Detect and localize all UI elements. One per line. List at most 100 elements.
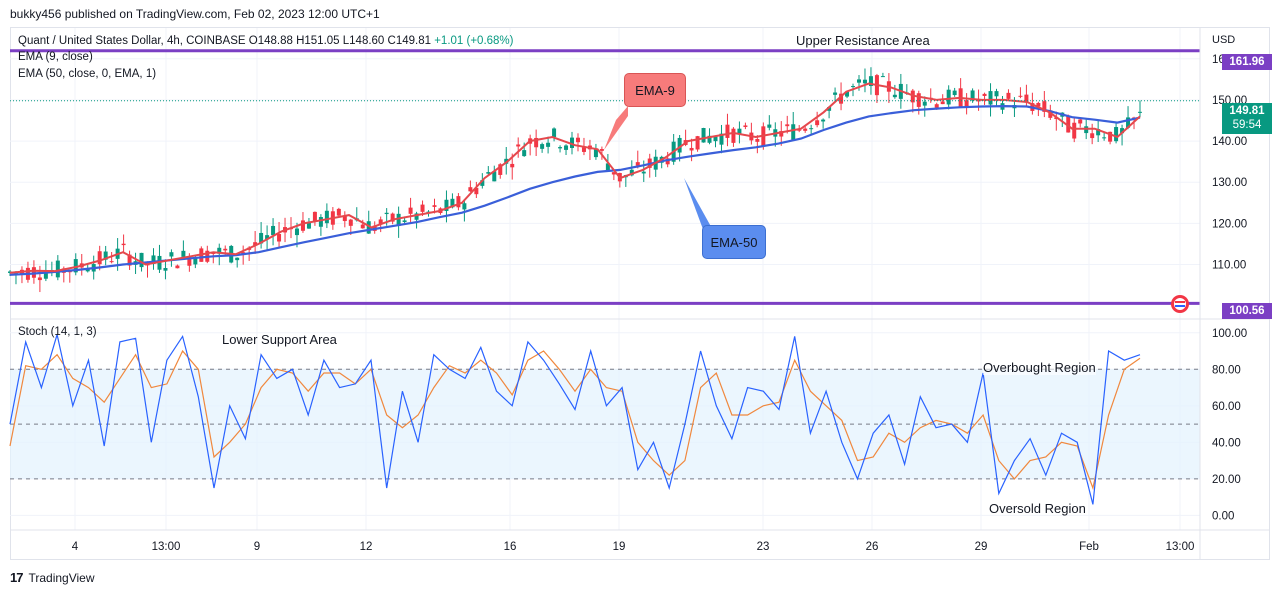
candle-body	[665, 158, 670, 165]
candle-body	[510, 163, 515, 168]
ema50-legend[interactable]: EMA (50, close, 0, EMA, 1)	[18, 68, 157, 80]
candle-body	[103, 251, 108, 260]
candle-body	[809, 128, 814, 130]
candle-body	[1018, 95, 1023, 97]
footer: 17 TradingView	[10, 570, 95, 585]
stoch-axis: 100.00 80.00 60.00 40.00 20.00 0.00	[1212, 328, 1247, 523]
candle-body	[892, 94, 897, 98]
time-tick-label: 13:00	[1166, 541, 1195, 553]
candle-body	[498, 164, 503, 175]
candle-body	[348, 219, 353, 226]
candle-body	[779, 131, 784, 137]
candle-body	[378, 219, 383, 225]
candle-body	[312, 211, 317, 222]
candle-body	[1024, 94, 1029, 102]
ema9-callout[interactable]: EMA-9	[624, 73, 686, 107]
candle-body	[294, 228, 299, 236]
candle-body	[916, 93, 921, 107]
candle-body	[862, 79, 867, 84]
candle-body	[851, 86, 856, 88]
last-price-value: 149.81	[1229, 105, 1265, 117]
ema50-line	[9, 104, 1141, 276]
candle-body	[360, 224, 365, 229]
candle-body	[737, 128, 742, 134]
currency-label: USD	[1212, 34, 1236, 46]
candle-body	[797, 129, 802, 131]
ema9-legend[interactable]: EMA (9, close)	[18, 51, 93, 63]
candle-body	[611, 172, 616, 175]
price-tick-label: 130.00	[1212, 177, 1247, 189]
candle-body	[85, 269, 90, 272]
candle-body	[1006, 92, 1011, 99]
countdown-value: 59:54	[1232, 119, 1262, 131]
candle-body	[516, 144, 521, 147]
candle-body	[743, 125, 748, 127]
candle-body	[420, 204, 425, 212]
price-tick-label: 120.00	[1212, 218, 1247, 230]
candle-body	[570, 137, 575, 148]
stoch-tick-label: 20.00	[1212, 474, 1241, 486]
candle-body	[474, 187, 479, 195]
stoch-tick-label: 0.00	[1212, 510, 1234, 522]
candle-body	[324, 210, 329, 224]
candle-body	[719, 133, 724, 145]
candle-body	[1048, 110, 1053, 118]
candle-body	[1102, 137, 1107, 139]
candle-body	[1042, 101, 1047, 112]
candle-body	[994, 91, 999, 97]
stoch-tick-label: 40.00	[1212, 437, 1241, 449]
candle-body	[982, 93, 987, 96]
candle-body	[175, 265, 180, 269]
stoch-legend[interactable]: Stoch (14, 1, 3)	[18, 326, 97, 338]
candle-body	[169, 252, 174, 257]
candle-body	[558, 147, 563, 149]
candle-body	[821, 119, 826, 122]
candle-body	[492, 171, 497, 182]
candle-body	[534, 137, 539, 148]
candle-body	[641, 171, 646, 174]
candle-body	[910, 90, 915, 103]
tradingview-logo-icon[interactable]: 17	[10, 570, 24, 585]
candle-body	[366, 221, 371, 234]
candle-body	[952, 90, 957, 96]
candle-body	[1090, 133, 1095, 139]
time-tick-label: 23	[757, 541, 770, 553]
candle-body	[564, 145, 569, 150]
stoch-tick-label: 60.00	[1212, 401, 1241, 413]
candle-body	[396, 213, 401, 226]
candle-body	[934, 104, 939, 108]
ema50-callout[interactable]: EMA-50	[702, 225, 766, 259]
candle-body	[1072, 122, 1077, 139]
candle-body	[306, 221, 311, 229]
flag-icon[interactable]	[1171, 295, 1189, 313]
candle-body	[731, 128, 736, 143]
candle-body	[581, 147, 586, 152]
candle-body	[1078, 119, 1083, 124]
candle-body	[922, 101, 927, 106]
time-tick-label: 4	[72, 541, 79, 553]
candle-body	[701, 127, 706, 143]
support-price-tag: 100.56	[1222, 303, 1272, 319]
candle-body	[342, 216, 347, 222]
candle-body	[856, 79, 861, 83]
oversold-label: Oversold Region	[989, 501, 1086, 516]
candle-body	[1138, 111, 1142, 113]
footer-brand[interactable]: TradingView	[28, 570, 95, 585]
ohlc-text: O148.88 H151.05 L148.60 C149.81	[248, 35, 431, 47]
candle-body	[970, 90, 975, 101]
candle-body	[546, 142, 551, 147]
candle-body	[432, 205, 437, 207]
candle-body	[241, 252, 246, 254]
overbought-label: Overbought Region	[983, 360, 1096, 375]
candle-body	[827, 107, 832, 111]
candle-body	[444, 199, 449, 211]
candle-body	[271, 225, 276, 236]
candle-body	[390, 213, 395, 222]
candle-body	[67, 271, 72, 273]
candle-body	[713, 136, 718, 142]
candle-body	[486, 172, 491, 174]
ema50-callout-pointer	[684, 178, 714, 232]
time-tick-label: 29	[975, 541, 988, 553]
